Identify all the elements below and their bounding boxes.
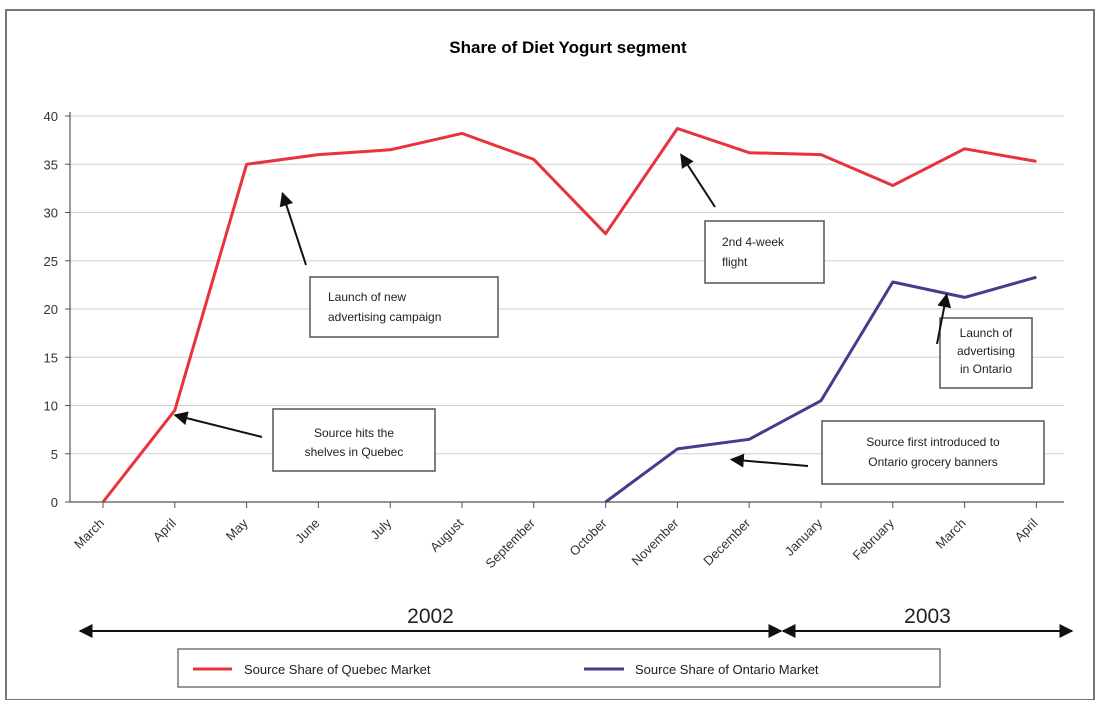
year-label: 2002 (407, 605, 454, 628)
legend-label-quebec: Source Share of Quebec Market (244, 662, 431, 677)
y-tick-label: 10 (44, 399, 58, 414)
y-tick-label: 15 (44, 350, 58, 365)
annotation-arrow (936, 293, 952, 345)
annotation-arrow (279, 191, 307, 266)
annotation-line: Source hits the (314, 426, 394, 440)
y-tick-label: 40 (44, 109, 58, 124)
annotation-box (704, 220, 825, 284)
annotation-box (309, 276, 499, 338)
annotation-second-flight: 2nd 4-week flight (704, 220, 825, 284)
annotation-line: Ontario grocery banners (868, 455, 997, 469)
y-axis: 0 5 10 15 20 25 30 35 40 (44, 109, 71, 510)
series-line-quebec (101, 127, 1037, 503)
y-tick-label: 30 (44, 206, 58, 221)
annotation-line: advertising (957, 344, 1015, 358)
grid (70, 115, 1064, 455)
y-tick-label: 35 (44, 157, 58, 172)
year-label: 2003 (904, 605, 951, 628)
annotation-line: flight (722, 255, 748, 269)
y-tick-label: 5 (51, 447, 58, 462)
annotation-arrow (173, 411, 263, 438)
annotation-line: in Ontario (960, 362, 1012, 376)
annotation-box (939, 317, 1033, 389)
annotation-ontario-intro: Source first introduced to Ontario groce… (821, 420, 1045, 485)
annotation-line: shelves in Quebec (305, 445, 404, 459)
annotation-new-campaign: Launch of new advertising campaign (309, 276, 499, 338)
annotation-arrows (173, 153, 952, 468)
y-tick-label: 20 (44, 302, 58, 317)
annotation-quebec-shelves: Source hits the shelves in Quebec (272, 408, 436, 472)
series-line-ontario (604, 275, 1037, 504)
legend-box (177, 648, 941, 688)
chart-title: Share of Diet Yogurt segment (449, 38, 687, 57)
annotation-box (821, 420, 1045, 485)
y-tick-label: 25 (44, 254, 58, 269)
annotation-line: advertising campaign (328, 310, 441, 324)
annotation-line: Launch of new (328, 290, 406, 304)
series-group (101, 127, 1037, 504)
annotation-arrow (729, 453, 809, 468)
legend: Source Share of Quebec Market Source Sha… (177, 648, 941, 688)
chart-border (5, 9, 1095, 701)
y-tick-label: 0 (51, 495, 58, 510)
annotation-line: 2nd 4-week (722, 235, 785, 249)
year-spans: 2002 2003 (78, 605, 1074, 638)
annotation-line: Source first introduced to (866, 435, 1000, 449)
legend-label-ontario: Source Share of Ontario Market (635, 662, 819, 677)
annotation-line: Launch of (960, 326, 1013, 340)
annotation-box (272, 408, 436, 472)
annotation-arrow (680, 153, 716, 208)
annotation-ontario-launch: Launch of advertising in Ontario (939, 317, 1033, 389)
